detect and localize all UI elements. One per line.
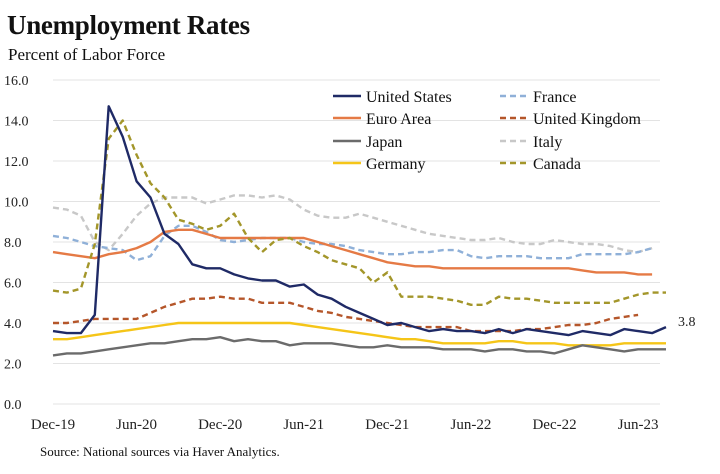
x-tick-label: Jun-21 [283, 417, 324, 433]
x-tick-label: Dec-19 [31, 417, 75, 433]
y-tick-label: 6.0 [4, 277, 22, 292]
y-tick-label: 16.0 [4, 74, 29, 89]
legend-label: Germany [366, 156, 426, 173]
y-tick-label: 14.0 [4, 115, 29, 130]
series-line-france [52, 224, 653, 262]
y-tick-label: 12.0 [4, 155, 29, 170]
legend-label: France [533, 89, 577, 106]
legend-label: Canada [533, 156, 581, 173]
x-tick-label: Jun-23 [618, 417, 659, 433]
series-line-italy [52, 194, 653, 254]
x-tick-label: Dec-20 [198, 417, 242, 433]
x-tick-label: Dec-21 [365, 417, 409, 433]
legend-label: Italy [533, 134, 562, 151]
series-line-germany [53, 321, 666, 347]
legend-label: United Kingdom [533, 111, 642, 128]
x-tick-label: Dec-22 [532, 417, 576, 433]
end-value-label: 3.8 [678, 315, 696, 330]
chart-subtitle: Percent of Labor Force [8, 45, 166, 64]
y-tick-label: 8.0 [4, 236, 22, 251]
source-note: Source: National sources via Haver Analy… [40, 444, 280, 459]
y-tick-label: 2.0 [4, 358, 22, 373]
y-tick-label: 4.0 [4, 317, 22, 332]
series-line-united-states [52, 105, 667, 337]
chart-title: Unemployment Rates [7, 10, 250, 40]
series-line-euro-area [52, 228, 653, 276]
y-tick-label: 10.0 [4, 196, 29, 211]
series-line-japan [52, 336, 666, 357]
x-tick-label: Jun-22 [451, 417, 492, 433]
y-tick-label: 0.0 [4, 398, 22, 413]
legend-label: Japan [366, 134, 402, 151]
legend-label: Euro Area [366, 111, 431, 128]
series-line-canada [52, 119, 666, 306]
x-tick-label: Jun-20 [116, 417, 157, 433]
legend-label: United States [366, 89, 452, 106]
series-line-united-kingdom [53, 295, 639, 333]
